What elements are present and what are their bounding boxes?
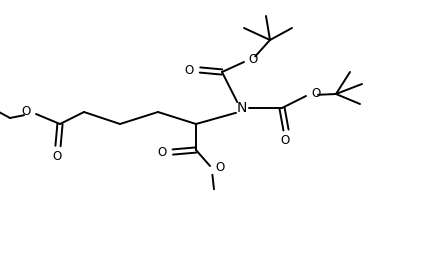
Text: O: O — [22, 105, 31, 118]
Text: O: O — [215, 161, 224, 174]
Text: N: N — [237, 101, 247, 115]
Text: O: O — [53, 149, 62, 163]
Text: O: O — [157, 146, 166, 159]
Text: O: O — [184, 64, 193, 77]
Text: O: O — [311, 87, 320, 100]
Text: O: O — [248, 53, 257, 66]
Text: O: O — [281, 134, 290, 147]
